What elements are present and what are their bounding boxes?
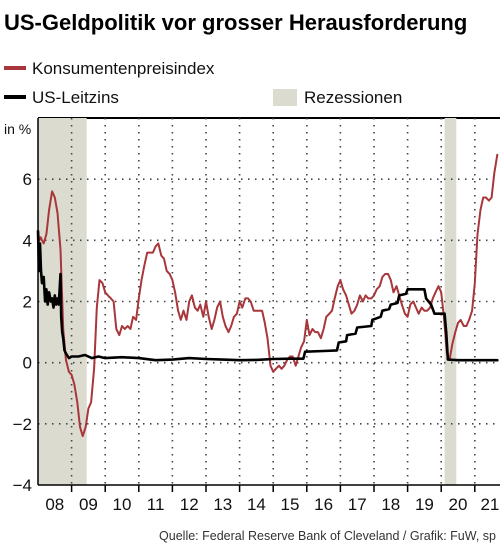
x-tick-label: 14 (247, 495, 266, 514)
source-note: Quelle: Federal Reserve Bank of Clevelan… (159, 529, 496, 543)
y-tick-label: 2 (23, 293, 32, 312)
x-tick-label: 11 (147, 495, 165, 514)
series-line-cpi (37, 153, 499, 438)
x-tick-label: 15 (281, 495, 300, 514)
x-tick-label: 19 (415, 495, 434, 514)
x-tick-label: 21 (480, 495, 499, 514)
y-tick-label: −2 (13, 415, 32, 434)
x-tick-label: 16 (314, 495, 333, 514)
gridlines (38, 118, 500, 485)
x-tick-label: 18 (381, 495, 400, 514)
y-tick-label: 4 (23, 231, 32, 250)
legend-label-recession: Rezessionen (304, 88, 402, 107)
legend-label-rate: US-Leitzins (32, 88, 119, 107)
x-tick-label: 20 (449, 495, 468, 514)
recession-bands (38, 118, 457, 485)
chart-title: US-Geldpolitik vor grosser Herausforderu… (4, 10, 467, 35)
y-ticks: −4 −2 0 2 4 6 (13, 170, 32, 495)
y-unit-label: in % (4, 121, 31, 137)
y-tick-label: 6 (23, 170, 32, 189)
recession-band-1 (444, 118, 457, 485)
series-line-rate (36, 229, 499, 362)
legend: Konsumentenpreisindex US-Leitzins Rezess… (4, 59, 402, 107)
x-tick-label: 09 (79, 495, 98, 514)
x-tick-label: 13 (213, 495, 232, 514)
legend-swatch-recession (273, 89, 297, 106)
x-ticks: 08 09 10 11 12 13 14 15 16 17 18 19 20 21 (45, 485, 499, 514)
x-tick-label: 08 (45, 495, 64, 514)
legend-label-cpi: Konsumentenpreisindex (32, 59, 215, 78)
y-tick-label: −4 (13, 476, 32, 495)
x-tick-label: 10 (113, 495, 132, 514)
series (36, 153, 499, 438)
y-tick-label: 0 (23, 354, 32, 373)
x-tick-label: 17 (348, 495, 367, 514)
x-tick-label: 12 (180, 495, 199, 514)
